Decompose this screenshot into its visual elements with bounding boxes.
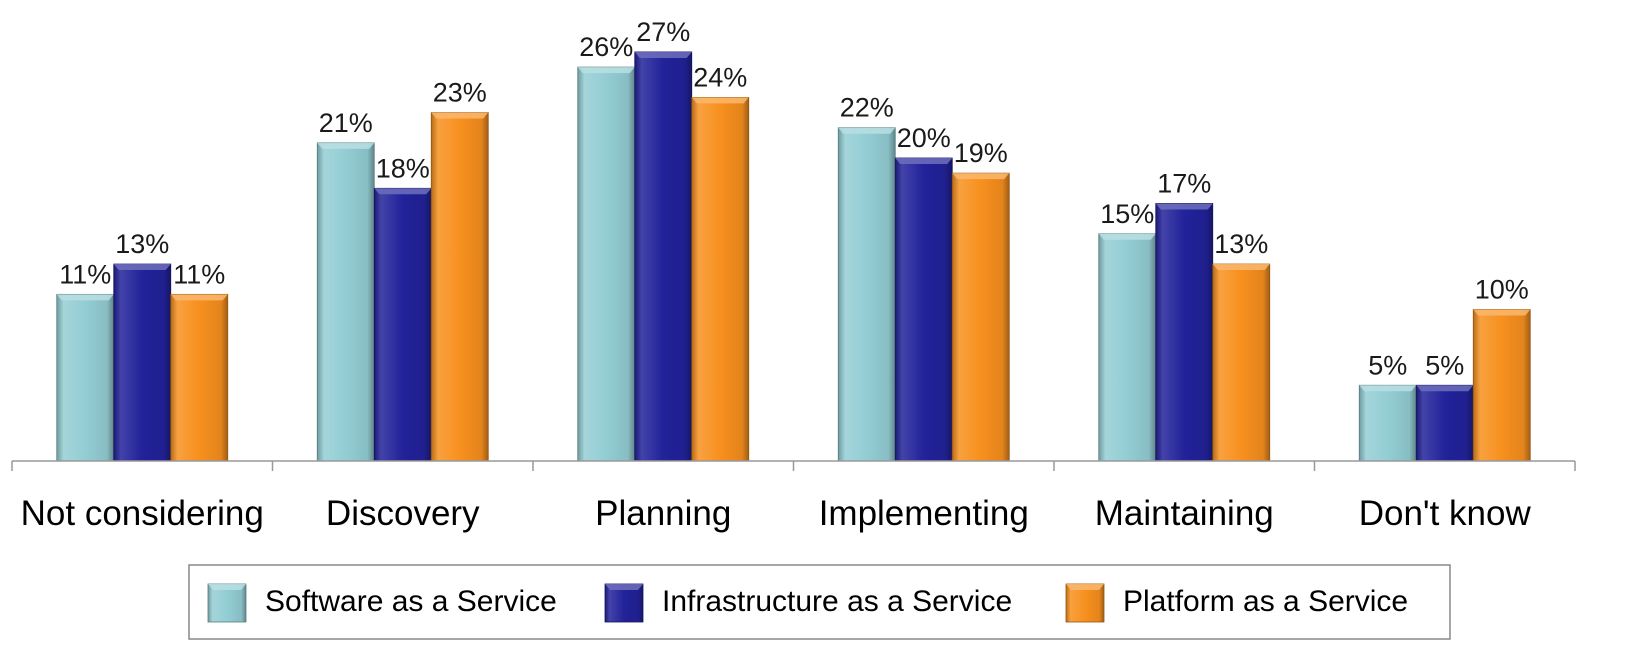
bars-group — [56, 51, 1531, 462]
data-label-software-as-a-service-planning: 26% — [579, 32, 633, 62]
bar-top-bevel — [838, 127, 896, 134]
legend-label-software-as-a-service: Software as a Service — [265, 585, 557, 618]
bar-top-bevel — [691, 97, 749, 104]
bar-top-bevel — [170, 294, 228, 301]
bar-platform-as-a-service-discovery — [430, 112, 489, 462]
bar-infrastructure-as-a-service-don-t-know — [1415, 384, 1474, 462]
legend-label-platform-as-a-service: Platform as a Service — [1123, 585, 1408, 618]
bar-software-as-a-service-implementing — [837, 127, 896, 462]
bar-top-bevel — [577, 67, 635, 74]
bar-infrastructure-as-a-service-discovery — [373, 187, 432, 462]
data-label-platform-as-a-service-don-t-know: 10% — [1475, 275, 1529, 305]
category-label-maintaining: Maintaining — [1095, 494, 1274, 533]
bar-infrastructure-as-a-service-implementing — [894, 157, 953, 462]
legend-swatch-software-as-a-service — [207, 583, 247, 623]
data-label-infrastructure-as-a-service-not-considering: 13% — [115, 229, 169, 259]
legend-swatch-bevel — [605, 584, 643, 590]
category-label-discovery: Discovery — [326, 494, 480, 533]
data-label-platform-as-a-service-discovery: 23% — [433, 78, 487, 108]
bar-platform-as-a-service-not-considering — [170, 293, 229, 462]
bar-top-bevel — [952, 173, 1010, 180]
bar-software-as-a-service-planning — [577, 66, 636, 462]
category-label-don-t-know: Don't know — [1359, 494, 1532, 533]
data-label-software-as-a-service-maintaining: 15% — [1100, 199, 1154, 229]
bar-top-bevel — [634, 51, 692, 58]
data-label-software-as-a-service-discovery: 21% — [319, 108, 373, 138]
data-label-platform-as-a-service-planning: 24% — [693, 62, 747, 92]
category-label-implementing: Implementing — [819, 494, 1029, 533]
category-label-planning: Planning — [595, 494, 731, 533]
legend-swatch-bevel — [1066, 584, 1104, 590]
bar-top-bevel — [1212, 264, 1270, 271]
bar-top-bevel — [1098, 233, 1156, 240]
data-label-infrastructure-as-a-service-discovery: 18% — [376, 153, 430, 183]
x-axis — [11, 460, 1576, 471]
bar-top-bevel — [1416, 385, 1474, 392]
legend-swatch-bevel — [208, 584, 246, 590]
bar-top-bevel — [317, 142, 375, 149]
bar-top-bevel — [374, 188, 432, 195]
data-labels-group: 11%13%11%21%18%23%26%27%24%22%20%19%15%1… — [59, 17, 1529, 380]
bar-platform-as-a-service-maintaining — [1212, 263, 1271, 462]
bar-platform-as-a-service-planning — [691, 97, 750, 462]
bar-software-as-a-service-maintaining — [1098, 233, 1157, 462]
bar-top-bevel — [431, 112, 489, 119]
bar-top-bevel — [1473, 309, 1531, 316]
category-labels-group: Not considering Discovery Planning Implemen… — [21, 494, 1532, 533]
legend-box — [188, 564, 1451, 640]
bar-top-bevel — [895, 158, 953, 164]
bar-top-bevel — [56, 294, 114, 301]
data-label-software-as-a-service-implementing: 22% — [840, 93, 894, 123]
bar-infrastructure-as-a-service-not-considering — [113, 263, 172, 462]
legend-swatch-infrastructure-as-a-service — [604, 583, 644, 623]
data-label-infrastructure-as-a-service-maintaining: 17% — [1157, 168, 1211, 198]
bar-platform-as-a-service-don-t-know — [1472, 309, 1531, 462]
bar-top-bevel — [1155, 203, 1213, 210]
bar-software-as-a-service-discovery — [316, 142, 375, 462]
data-label-infrastructure-as-a-service-don-t-know: 5% — [1425, 350, 1464, 380]
data-label-platform-as-a-service-implementing: 19% — [954, 138, 1008, 168]
legend-label-infrastructure-as-a-service: Infrastructure as a Service — [662, 585, 1012, 618]
data-label-infrastructure-as-a-service-implementing: 20% — [897, 123, 951, 153]
bar-infrastructure-as-a-service-planning — [634, 51, 693, 462]
bar-software-as-a-service-don-t-know — [1358, 384, 1417, 462]
data-label-platform-as-a-service-maintaining: 13% — [1214, 229, 1268, 259]
data-label-software-as-a-service-not-considering: 11% — [59, 259, 111, 289]
bar-infrastructure-as-a-service-maintaining — [1155, 203, 1214, 462]
bar-top-bevel — [1359, 385, 1417, 392]
data-label-software-as-a-service-don-t-know: 5% — [1368, 350, 1407, 380]
data-label-infrastructure-as-a-service-planning: 27% — [636, 17, 690, 47]
bar-platform-as-a-service-implementing — [951, 172, 1010, 462]
bar-software-as-a-service-not-considering — [56, 293, 115, 462]
category-label-not-considering: Not considering — [21, 494, 264, 533]
data-label-platform-as-a-service-not-considering: 11% — [173, 259, 225, 289]
bar-top-bevel — [113, 264, 171, 271]
legend: Software as a Service Infrastructure as a… — [188, 564, 1451, 640]
